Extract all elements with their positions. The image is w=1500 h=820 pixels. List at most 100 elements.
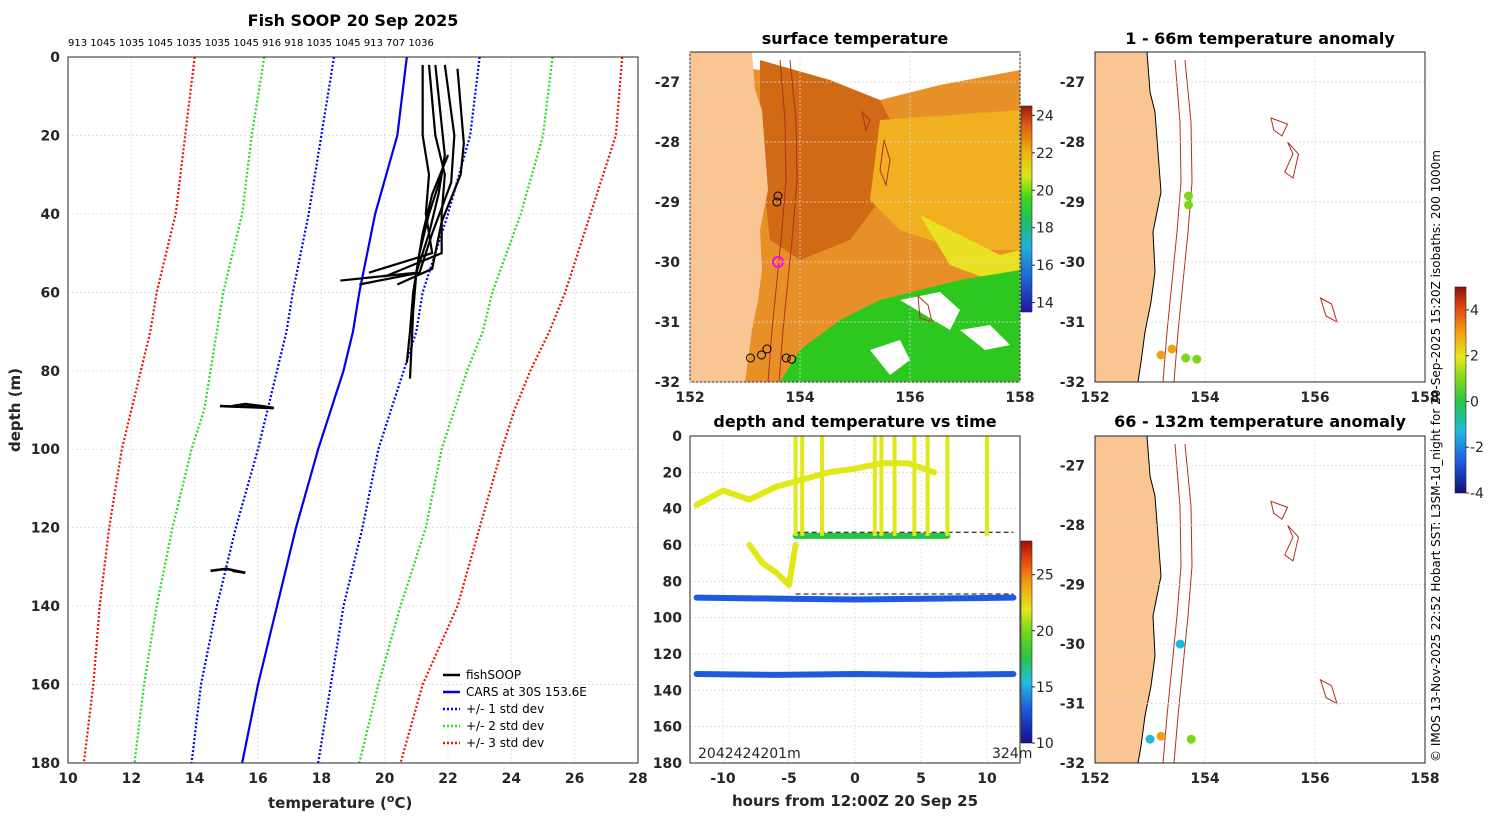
time-track-line [693, 670, 1017, 678]
copyright-text: © IMOS 13-Nov-2025 22:52 Hobart SST: L3S… [1429, 150, 1443, 762]
time-ytick-label: 40 [663, 502, 683, 518]
anom2-isobath-200 [1162, 443, 1182, 764]
anom2-lat-tick: -28 [1060, 518, 1085, 534]
sst-cloud-patches [870, 292, 1010, 375]
anom1-lat-tick: -28 [1060, 135, 1085, 151]
sst-lat-tick: -27 [655, 75, 680, 91]
profile-top-ids: 913 1045 1035 1045 1035 1035 1045 916 91… [68, 38, 434, 49]
legend-item-std2: +/- 2 std dev [443, 719, 544, 733]
sst-isobath-1000 [778, 59, 798, 383]
fishsoop-profile-line [340, 64, 446, 282]
profile-ytick-label: 0 [50, 50, 60, 66]
anom2-lon-tick: 158 [1410, 771, 1439, 787]
sst-panel: surface temperature 24 22 20 18 16 14 152 154 1… [655, 29, 1054, 406]
profile-xtick-label: 16 [248, 771, 267, 787]
anom2-axes-box [1094, 435, 1426, 764]
sst-station-circle [773, 191, 783, 201]
anomaly-colorbar [1454, 286, 1467, 494]
profile-ylabel: depth (m) [6, 368, 24, 452]
profile-xtick-label: 26 [565, 771, 584, 787]
profile-xtick-label: 20 [375, 771, 395, 787]
sst-cool-water [780, 270, 1020, 382]
time-colorbar-label: 10 [1036, 736, 1054, 752]
profile-ytick-label: 180 [31, 756, 60, 772]
anom1-panel: 1 - 66m temperature anomaly 152 154 156 158… [1060, 29, 1440, 406]
legend-label: +/- 1 std dev [466, 702, 544, 716]
profile-xtick-label: 22 [438, 771, 457, 787]
time-ytick-label: 0 [672, 429, 682, 445]
fishsoop-trace-line [219, 402, 275, 410]
anom2-title: 66 - 132m temperature anomaly [1114, 412, 1406, 431]
anom1-lon-tick: 152 [1080, 390, 1109, 406]
legend-label: +/- 2 std dev [466, 719, 544, 733]
std1-lower-line [190, 57, 336, 763]
sst-colorbar [1020, 105, 1033, 313]
fishsoop-profile-line [359, 64, 456, 286]
time-series [693, 436, 1017, 678]
sst-station-circle [757, 350, 766, 360]
sst-lon-tick: 156 [895, 390, 924, 406]
sst-station-circle [781, 353, 791, 363]
anom1-seamount [1270, 117, 1289, 137]
sst-lat-tick: -32 [655, 375, 680, 391]
anom2-seamount [1284, 524, 1300, 562]
sst-colorbar-label: 14 [1036, 296, 1054, 312]
anom2-anomaly-point [1186, 734, 1196, 744]
profile-xtick-label: 12 [122, 771, 141, 787]
anom2-lon-tick: 156 [1300, 771, 1329, 787]
time-colorbar-label: 25 [1036, 568, 1054, 584]
sst-land [690, 52, 768, 382]
sst-mid-water [870, 110, 1020, 250]
std2-lower-line [133, 57, 266, 763]
profile-xtick-label: 14 [185, 771, 205, 787]
time-xtick-label: 10 [977, 771, 997, 787]
anom1-anomaly-point [1184, 191, 1193, 201]
anomaly-colorbar-label: 0 [1470, 394, 1479, 410]
time-ytick-label: 160 [653, 720, 682, 736]
sst-colorbar-label: 24 [1036, 108, 1054, 124]
sst-lon-tick: 158 [1005, 390, 1034, 406]
anom1-lon-tick: 158 [1410, 390, 1439, 406]
legend-item-cars: CARS at 30S 153.6E [443, 685, 587, 699]
fishsoop-profile-line [405, 174, 443, 364]
sst-lat-tick: -29 [655, 195, 680, 211]
time-left-note: 2042424201m [698, 746, 801, 762]
anom1-title: 1 - 66m temperature anomaly [1125, 29, 1395, 48]
anomaly-colorbar-ticks: 4 2 0 -2 -4 [1466, 303, 1484, 502]
anom2-lat-tick: -31 [1060, 697, 1085, 713]
sst-isobath-200 [767, 59, 787, 383]
time-xlabel: hours from 12:00Z 20 Sep 25 [732, 792, 978, 810]
anom1-anomaly-point [1156, 350, 1166, 360]
anom1-anomaly-point [1184, 200, 1193, 210]
anom1-lat-tick: -31 [1060, 315, 1085, 331]
time-axes-box [689, 435, 1021, 764]
profile-ytick-label: 140 [31, 599, 60, 615]
profile-xtick-label: 10 [58, 771, 78, 787]
profile-xtick-label: 18 [312, 771, 331, 787]
anomaly-colorbar-label: 2 [1470, 349, 1479, 365]
profile-xtick-label: 24 [502, 771, 522, 787]
sst-station-circle [772, 197, 782, 207]
time-colorbar-label: 20 [1036, 624, 1054, 640]
anom2-lat-tick: -30 [1060, 637, 1086, 653]
std2-upper-line [358, 57, 554, 763]
profile-legend: fishSOOP CARS at 30S 153.6E +/- 1 std de… [443, 668, 587, 750]
profile-ytick-label: 20 [41, 128, 61, 144]
sst-colorbar-label: 20 [1036, 183, 1054, 199]
anom1-isobath-200 [1162, 59, 1182, 383]
cars-line [241, 57, 408, 763]
anom2-lat-tick: -27 [1060, 459, 1085, 475]
legend-item-std1: +/- 1 std dev [443, 702, 544, 716]
anom1-isobath-1000 [1173, 59, 1193, 383]
anom2-lat-tick: -29 [1060, 578, 1085, 594]
legend-label: fishSOOP [466, 668, 521, 682]
profile-ytick-label: 160 [31, 678, 60, 694]
time-track-line [693, 460, 938, 509]
anom1-lat-tick: -30 [1060, 255, 1086, 271]
profile-axes-box [67, 56, 639, 764]
anom2-lon-tick: 154 [1190, 771, 1219, 787]
sst-station-circle [787, 354, 797, 364]
time-ytick-label: 100 [653, 611, 682, 627]
anom1-anomaly-point [1192, 354, 1202, 364]
